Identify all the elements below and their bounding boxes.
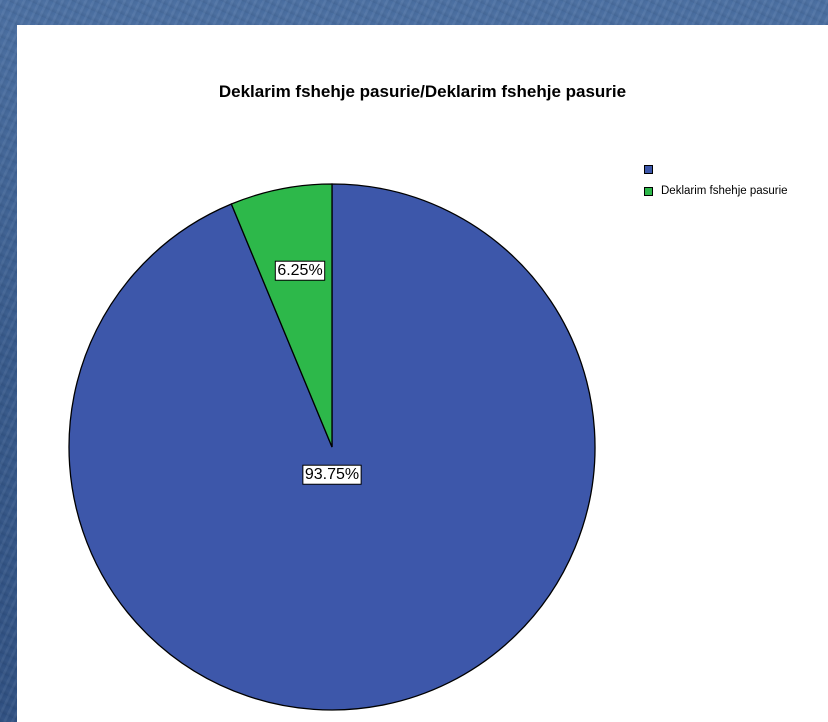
legend-swatch-green [644, 186, 653, 196]
chart-panel: Deklarim fshehje pasurie/Deklarim fshehj… [17, 25, 828, 722]
legend-item: Deklarim fshehje pasurie [644, 183, 788, 199]
chart-title: Deklarim fshehje pasurie/Deklarim fshehj… [218, 82, 627, 101]
legend-item [644, 161, 788, 177]
svg-text:93.75%: 93.75% [305, 466, 359, 483]
svg-text:6.25%: 6.25% [277, 262, 322, 279]
pie-data-label: 93.75% [302, 464, 362, 485]
pie-slice-deklarim [230, 183, 333, 448]
chart-legend: Deklarim fshehje pasurie [644, 161, 788, 205]
pie-chart: 93.75% 6.25% [68, 183, 596, 711]
pie-labels: 93.75% 6.25% [274, 260, 362, 485]
legend-swatch-blue [644, 164, 653, 174]
legend-label: Deklarim fshehje pasurie [661, 185, 788, 197]
pie-slices [68, 183, 596, 711]
pie-data-label: 6.25% [274, 260, 326, 281]
